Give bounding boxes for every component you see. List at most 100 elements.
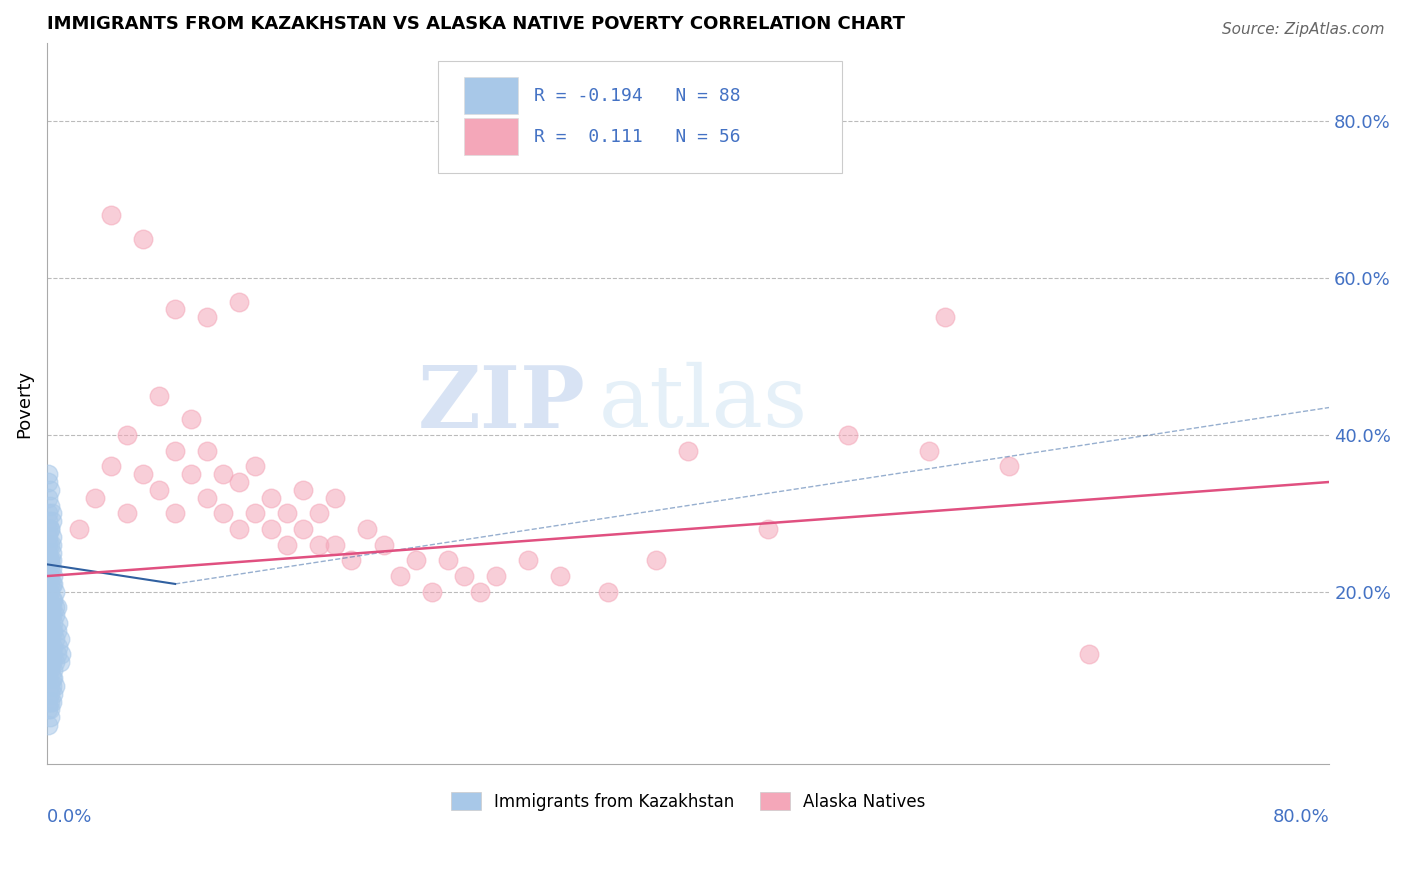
Point (39, 632, 62, 646)
Point (45, 648, 67, 662)
Point (245, 507, 267, 521)
Point (41, 514, 63, 528)
Text: R = -0.194   N = 88: R = -0.194 N = 88 (534, 87, 741, 104)
Text: IMMIGRANTS FROM KAZAKHSTAN VS ALASKA NATIVE POVERTY CORRELATION CHART: IMMIGRANTS FROM KAZAKHSTAN VS ALASKA NAT… (46, 15, 905, 33)
Point (41, 608, 63, 623)
Point (388, 569, 411, 583)
Point (37, 616, 59, 631)
Point (516, 553, 538, 567)
Point (44, 600, 66, 615)
FancyBboxPatch shape (464, 118, 517, 155)
Point (756, 522, 779, 536)
Point (41, 656, 63, 670)
Point (41, 553, 63, 567)
FancyBboxPatch shape (464, 77, 517, 114)
FancyBboxPatch shape (439, 61, 842, 173)
Point (37, 530, 59, 544)
Point (325, 491, 347, 505)
Point (37, 671, 59, 685)
Point (468, 584, 491, 599)
Point (37, 640, 59, 654)
Text: Source: ZipAtlas.com: Source: ZipAtlas.com (1222, 22, 1385, 37)
Point (41, 671, 63, 685)
Point (46, 616, 69, 631)
Point (42, 687, 65, 701)
Text: ZIP: ZIP (418, 361, 585, 446)
Point (44, 656, 66, 670)
Point (48, 656, 70, 670)
Point (42, 569, 65, 583)
Point (37, 592, 59, 607)
Point (42, 592, 65, 607)
Point (165, 302, 187, 317)
Point (39, 710, 62, 724)
Point (260, 491, 283, 505)
Point (39, 538, 62, 552)
Text: R =  0.111   N = 56: R = 0.111 N = 56 (534, 128, 741, 145)
Point (37, 538, 59, 552)
Point (37, 569, 59, 583)
Point (41, 561, 63, 575)
Point (41, 538, 63, 552)
Point (39, 616, 62, 631)
Point (132, 232, 155, 246)
Point (41, 624, 63, 638)
Point (115, 428, 138, 442)
Point (37, 514, 59, 528)
Point (39, 499, 62, 513)
Point (39, 632, 62, 646)
Point (325, 538, 347, 552)
Point (41, 679, 63, 693)
Point (276, 507, 298, 521)
Point (39, 702, 62, 716)
Point (180, 412, 202, 426)
Text: atlas: atlas (599, 362, 807, 445)
Point (1077, 648, 1099, 662)
Point (228, 522, 250, 536)
Point (37, 507, 59, 521)
Point (42, 663, 65, 677)
Point (212, 467, 235, 482)
Point (548, 569, 571, 583)
Point (276, 538, 298, 552)
Point (837, 428, 859, 442)
Point (39, 584, 62, 599)
Point (39, 553, 62, 567)
Point (165, 443, 187, 458)
Point (41, 648, 63, 662)
Point (84, 491, 107, 505)
Point (37, 553, 59, 567)
Point (212, 507, 235, 521)
Point (37, 663, 59, 677)
Point (42, 624, 65, 638)
Point (39, 483, 62, 497)
Point (148, 483, 170, 497)
Point (39, 656, 62, 670)
Point (41, 577, 63, 591)
Point (596, 584, 619, 599)
Point (37, 702, 59, 716)
Point (41, 592, 63, 607)
Point (42, 640, 65, 654)
Point (292, 483, 315, 497)
Point (45, 624, 67, 638)
Point (42, 616, 65, 631)
Point (308, 538, 330, 552)
Point (48, 632, 70, 646)
Point (39, 640, 62, 654)
Point (645, 553, 668, 567)
Point (44, 584, 66, 599)
Point (436, 553, 458, 567)
Point (41, 648, 63, 662)
Point (37, 475, 59, 489)
Point (39, 569, 62, 583)
Point (356, 522, 378, 536)
Point (39, 679, 62, 693)
Point (44, 679, 66, 693)
Point (41, 507, 63, 521)
Point (37, 600, 59, 615)
Point (41, 600, 63, 615)
Point (485, 569, 508, 583)
Point (165, 507, 187, 521)
Point (195, 443, 218, 458)
